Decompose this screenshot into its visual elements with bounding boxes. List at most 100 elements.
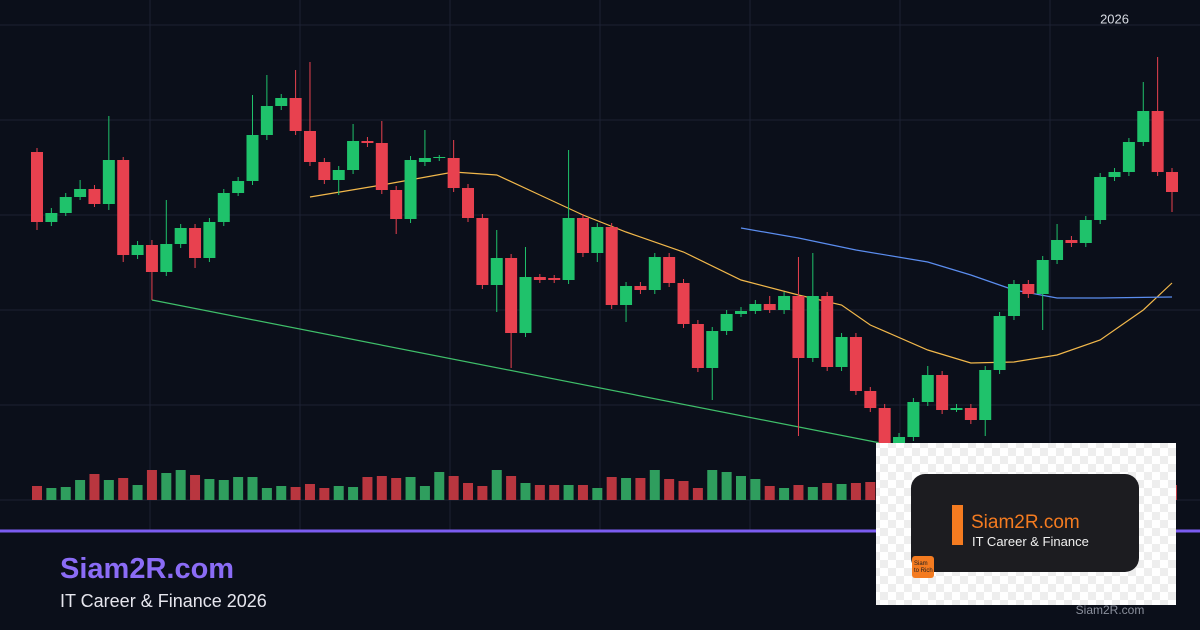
candle-body: [246, 135, 259, 181]
volume-bar: [563, 485, 574, 500]
volume-bar: [290, 487, 301, 500]
volume-bar: [362, 477, 373, 500]
candle-body: [203, 222, 216, 258]
volume-bar: [103, 480, 114, 500]
logo-title: Siam2R.com: [971, 512, 1080, 533]
candle-body: [145, 245, 158, 272]
volume-bar: [793, 485, 804, 500]
candle-body: [131, 245, 144, 255]
candle-body: [1036, 260, 1049, 294]
volume-bar: [621, 478, 632, 500]
volume-bar: [190, 475, 201, 500]
candle-body: [318, 162, 331, 180]
candle-body: [1166, 172, 1178, 192]
logo-card: [911, 474, 1139, 572]
candle-body: [921, 375, 934, 402]
volume-bar: [233, 477, 244, 500]
volume-bar: [534, 485, 545, 500]
candle-body: [663, 257, 676, 283]
candle-body: [806, 296, 819, 358]
candle-body: [964, 408, 977, 420]
volume-bar: [635, 478, 646, 500]
volume-bar: [348, 487, 359, 500]
candle-body: [232, 181, 245, 193]
volume-bar: [391, 478, 402, 500]
candle-body: [505, 258, 518, 333]
volume-bar: [175, 470, 186, 500]
candle-body: [59, 197, 72, 213]
volume-bar: [319, 488, 330, 500]
volume-bar: [520, 483, 531, 500]
volume-bar: [89, 474, 100, 500]
candle-body: [490, 258, 503, 285]
candle-body: [462, 188, 475, 218]
candle-body: [734, 311, 747, 314]
plot: 2026: [31, 11, 1178, 500]
volume-bar: [549, 485, 560, 500]
volume-bar: [75, 480, 86, 500]
brand-subtitle: IT Career & Finance 2026: [60, 591, 267, 611]
volume-bar: [32, 486, 42, 500]
candle-body: [332, 170, 345, 180]
candle-body: [620, 286, 633, 305]
watermark: Siam2R.com: [1076, 603, 1145, 617]
candle-body: [562, 218, 575, 280]
candle-body: [821, 296, 834, 367]
candle-body: [404, 160, 417, 219]
volume-bar: [692, 488, 703, 500]
icon-text: Siam: [914, 561, 928, 567]
candle-body: [217, 193, 230, 222]
volume-bar: [46, 488, 57, 500]
candle-body: [936, 375, 949, 410]
candle-body: [260, 106, 273, 135]
candle-body: [1094, 177, 1107, 220]
candle-body: [160, 244, 173, 272]
candle-body: [778, 296, 791, 310]
candle-body: [706, 331, 719, 368]
brand-title: Siam2R.com: [60, 553, 234, 585]
volume-bar: [822, 483, 833, 500]
candle-body: [303, 131, 316, 162]
logo-overlay: Siam2R.com IT Career & Finance Siam to R…: [876, 443, 1176, 605]
volume-bar: [750, 479, 761, 500]
candle-body: [677, 283, 690, 324]
candle-body: [849, 337, 862, 391]
candle-body: [979, 370, 992, 420]
candle-body: [691, 324, 704, 368]
volume-bar: [118, 478, 129, 500]
candle-body: [950, 408, 963, 410]
candle-body: [1108, 172, 1121, 177]
volume-bar: [276, 486, 287, 500]
candle-body: [648, 257, 661, 290]
volume-bar: [606, 477, 617, 500]
candle-body: [1079, 220, 1092, 243]
volume-bar: [261, 488, 272, 500]
logo-bar: [952, 505, 963, 545]
volume-bar: [60, 487, 71, 500]
candle-body: [907, 402, 920, 437]
volume-bar: [865, 482, 876, 500]
candle-body: [634, 286, 647, 290]
volume-bar: [735, 476, 746, 500]
candle-body: [102, 160, 115, 204]
volume-bar: [132, 485, 143, 500]
candle-body: [605, 227, 618, 305]
candle-body: [418, 158, 431, 162]
volume-bar: [477, 486, 488, 500]
volume-bar: [678, 481, 689, 500]
logo-subtitle: IT Career & Finance: [972, 534, 1089, 549]
candle-body: [1007, 284, 1020, 316]
candle-body: [1051, 240, 1064, 260]
candle-body: [31, 152, 43, 222]
volume-bar: [649, 470, 660, 500]
candle-body: [88, 189, 101, 204]
candle-body: [347, 141, 360, 170]
volume-bar: [491, 470, 502, 500]
icon-text: to Rich: [914, 568, 933, 574]
candle-body: [117, 160, 130, 255]
candle-body: [375, 143, 388, 190]
logo-icon: [912, 556, 934, 578]
candle-body: [390, 190, 403, 219]
candle-body: [74, 189, 87, 197]
candle-body: [174, 228, 187, 244]
